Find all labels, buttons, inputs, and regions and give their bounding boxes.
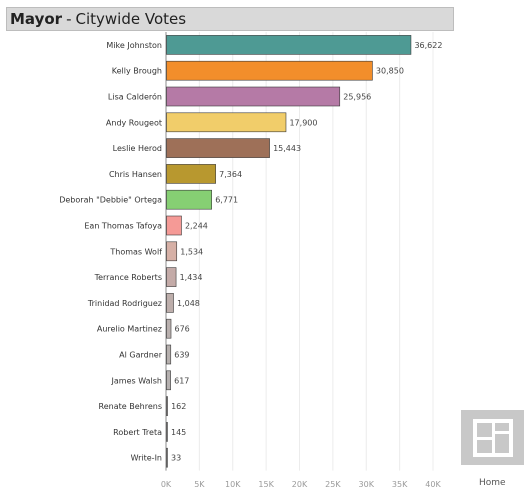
category-label: Trinidad Rodriguez [87, 299, 162, 308]
bar [166, 112, 287, 133]
category-label: Leslie Herod [113, 144, 162, 153]
data-label: 617 [174, 376, 189, 385]
home-link[interactable]: Home [479, 478, 506, 488]
category-label: Terrance Roberts [94, 273, 162, 282]
category-label: Lisa Calderón [108, 92, 162, 102]
category-label: Write-In [131, 454, 162, 463]
x-tick-label: 5K [194, 480, 205, 489]
data-label: 33 [171, 454, 181, 463]
x-tick-label: 40K [425, 480, 441, 489]
category-label: Aurelio Martinez [97, 325, 162, 334]
bar [166, 189, 212, 210]
bar [166, 344, 172, 365]
data-label: 639 [174, 351, 189, 360]
x-tick-label: 15K [258, 480, 274, 489]
x-tick-label: 20K [292, 480, 308, 489]
category-label: Ean Thomas Tafoya [84, 222, 162, 231]
category-label: James Walsh [111, 376, 162, 385]
category-label: Al Gardner [119, 351, 163, 360]
data-label: 676 [175, 325, 190, 334]
category-label: Renate Behrens [99, 402, 162, 411]
bar [166, 35, 412, 55]
bar [166, 241, 178, 262]
title-main: Mayor [10, 10, 63, 28]
bar [166, 164, 216, 184]
data-label: 17,900 [289, 118, 317, 127]
bar [166, 293, 174, 313]
data-label: 6,771 [215, 196, 238, 205]
bar [166, 447, 168, 468]
data-label: 25,956 [343, 93, 371, 102]
bar [166, 370, 171, 391]
bar [166, 86, 341, 107]
x-tick-label: 0K [161, 480, 172, 489]
bar [166, 138, 270, 158]
bar [166, 318, 172, 339]
data-label: 162 [171, 402, 186, 411]
x-tick-label: 25K [325, 480, 341, 489]
page-title: Mayor - Citywide Votes [6, 7, 454, 31]
dashboard-grid-icon [473, 419, 513, 457]
bar [166, 422, 168, 442]
category-label: Kelly Brough [112, 67, 162, 76]
bar [166, 60, 373, 81]
category-label: Andy Rougeot [106, 118, 162, 127]
data-label: 30,850 [376, 67, 404, 76]
data-label: 1,434 [180, 273, 203, 282]
x-tick-label: 35K [392, 480, 408, 489]
category-label: Robert Treta [113, 428, 162, 437]
bar [166, 215, 182, 236]
data-label: 1,534 [180, 247, 203, 256]
x-tick-label: 10K [225, 480, 241, 489]
category-label: Thomas Wolf [109, 247, 162, 256]
title-separator: - [66, 10, 72, 28]
category-label: Deborah "Debbie" Ortega [59, 196, 162, 205]
data-label: 145 [171, 428, 186, 437]
data-label: 36,622 [414, 41, 442, 50]
x-tick-label: 30K [359, 480, 375, 489]
home-button[interactable] [461, 410, 524, 465]
data-label: 1,048 [177, 299, 200, 308]
bar [166, 267, 177, 287]
category-label: Chris Hansen [109, 170, 162, 179]
title-subtitle: Citywide Votes [75, 10, 187, 28]
bar [166, 396, 168, 416]
data-label: 2,244 [185, 222, 208, 231]
data-label: 7,364 [219, 170, 242, 179]
data-label: 15,443 [273, 144, 301, 153]
category-label: Mike Johnston [106, 41, 162, 50]
